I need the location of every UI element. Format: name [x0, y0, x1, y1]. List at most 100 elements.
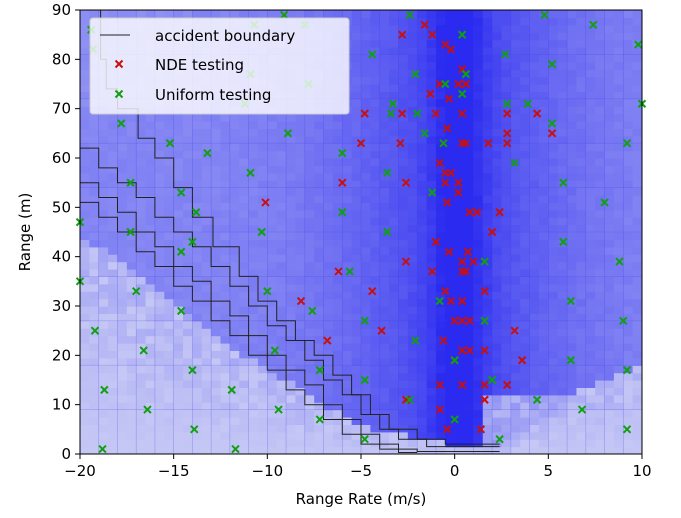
density-cell [407, 158, 418, 166]
density-cell [108, 431, 119, 440]
density-cell [201, 143, 212, 152]
density-cell [510, 106, 521, 115]
density-cell [464, 424, 474, 433]
density-cell [407, 187, 418, 196]
density-cell [445, 439, 456, 448]
density-cell [501, 365, 512, 374]
density-cell [417, 387, 428, 396]
density-cell [257, 387, 268, 396]
density-cell [529, 261, 540, 270]
density-cell [510, 217, 521, 226]
density-cell [98, 150, 109, 159]
density-cell [623, 91, 634, 100]
density-cell [276, 431, 287, 440]
density-cell [239, 276, 250, 285]
density-cell [585, 135, 596, 144]
density-cell [154, 269, 165, 277]
density-cell [604, 394, 615, 403]
density-cell [257, 165, 268, 174]
density-cell [492, 128, 503, 137]
density-cell [80, 402, 90, 411]
density-cell [529, 54, 540, 63]
density-cell [229, 313, 240, 322]
density-cell [604, 202, 615, 211]
density-cell [201, 431, 212, 440]
density-cell [604, 276, 615, 285]
density-cell [173, 409, 184, 418]
density-cell [501, 306, 512, 314]
density-cell [557, 402, 568, 411]
density-cell [492, 335, 503, 344]
density-cell [361, 424, 371, 433]
density-cell [295, 128, 306, 137]
density-cell [211, 372, 222, 381]
density-cell [342, 372, 353, 381]
density-cell [595, 394, 606, 403]
density-cell [295, 424, 306, 433]
density-cell [286, 113, 297, 122]
uniform-test-point [131, 286, 141, 296]
density-cell [370, 172, 381, 181]
density-cell [154, 10, 165, 18]
density-cell [80, 335, 90, 344]
density-cell [613, 91, 624, 100]
density-cell [548, 54, 559, 63]
density-cell [501, 343, 512, 351]
density-cell [398, 335, 409, 344]
density-cell [276, 143, 287, 152]
density-cell [314, 261, 325, 270]
density-cell [632, 276, 642, 285]
density-cell [108, 372, 119, 381]
density-cell [557, 394, 568, 403]
density-cell [229, 343, 240, 351]
density-cell [435, 254, 446, 263]
density-cell [520, 150, 531, 159]
density-cell [435, 76, 446, 85]
density-cell [576, 254, 587, 263]
density-cell [520, 254, 531, 263]
density-cell [286, 232, 297, 240]
density-cell [342, 10, 353, 18]
density-cell [126, 350, 137, 359]
density-cell [417, 431, 428, 440]
density-cell [464, 113, 474, 122]
density-cell [585, 283, 596, 292]
density-cell [370, 439, 381, 448]
density-cell [538, 217, 549, 226]
density-cell [239, 239, 250, 248]
density-cell [632, 84, 642, 92]
density-cell [520, 394, 531, 403]
density-cell [632, 269, 642, 277]
density-cell [98, 424, 109, 433]
density-cell [136, 209, 147, 218]
density-cell [623, 113, 634, 122]
density-cell [464, 298, 474, 307]
density-cell [211, 306, 222, 314]
density-cell [520, 328, 531, 337]
density-cell [389, 47, 400, 55]
density-cell [501, 17, 512, 26]
density-cell [304, 431, 315, 440]
density-cell [473, 439, 484, 448]
density-cell [126, 306, 137, 314]
density-cell [239, 158, 250, 166]
density-cell [126, 276, 137, 285]
density-cell [501, 47, 512, 55]
density-cell [108, 306, 119, 314]
density-cell [632, 24, 642, 33]
density-cell [389, 209, 400, 218]
density-cell [183, 291, 193, 300]
density-cell [108, 276, 119, 285]
density-cell [351, 328, 362, 337]
density-cell [379, 431, 390, 440]
density-cell [108, 150, 119, 159]
density-cell [445, 61, 456, 70]
density-cell [492, 439, 503, 448]
density-cell [407, 47, 418, 55]
density-cell [398, 402, 409, 411]
density-cell [164, 172, 175, 181]
density-cell [595, 106, 606, 115]
density-cell [108, 446, 119, 454]
density-cell [117, 372, 128, 381]
